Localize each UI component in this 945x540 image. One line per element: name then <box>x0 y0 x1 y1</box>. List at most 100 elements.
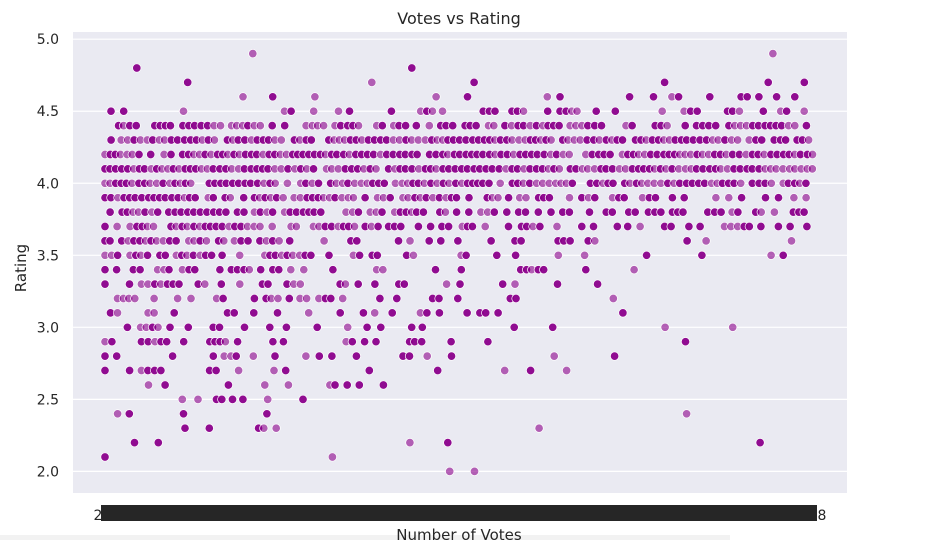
data-point <box>504 193 514 203</box>
data-point <box>268 207 278 217</box>
data-point <box>511 250 521 260</box>
data-point <box>106 135 116 145</box>
data-point <box>565 236 575 246</box>
data-point <box>411 121 421 131</box>
data-point <box>544 193 554 203</box>
data-point <box>347 337 357 347</box>
data-point <box>483 337 493 347</box>
data-point <box>408 250 418 260</box>
data-point <box>763 77 773 87</box>
data-point <box>711 121 721 131</box>
data-point <box>106 106 116 116</box>
data-point <box>249 308 259 318</box>
data-point <box>169 308 179 318</box>
data-point <box>272 308 283 318</box>
data-point <box>736 178 746 188</box>
data-point <box>283 380 293 390</box>
data-point <box>443 438 453 448</box>
data-point <box>281 322 291 332</box>
data-point <box>564 207 574 217</box>
data-point <box>377 207 387 217</box>
data-point <box>124 279 135 289</box>
data-point <box>657 106 667 116</box>
data-point <box>492 250 502 260</box>
data-point <box>440 207 450 217</box>
data-point <box>233 337 243 347</box>
data-point <box>617 135 628 145</box>
data-point <box>413 221 423 232</box>
data-point <box>773 193 784 203</box>
data-point <box>444 221 454 232</box>
data-point <box>437 106 448 116</box>
data-point <box>129 438 140 448</box>
data-point <box>733 135 743 145</box>
data-point <box>360 337 370 347</box>
data-point <box>221 207 231 217</box>
data-point <box>349 221 360 232</box>
data-point <box>112 265 122 275</box>
data-point <box>469 466 480 476</box>
data-point <box>445 466 455 476</box>
data-point <box>680 337 691 347</box>
data-point <box>516 236 526 246</box>
data-point <box>692 106 702 116</box>
data-point <box>596 121 607 131</box>
data-point <box>379 178 389 188</box>
data-point <box>208 351 218 361</box>
data-point <box>234 365 244 376</box>
data-point <box>768 49 778 59</box>
data-point <box>623 221 633 232</box>
data-point <box>255 121 265 131</box>
data-point <box>215 121 226 131</box>
data-point <box>238 394 248 404</box>
data-point <box>605 149 615 160</box>
data-point <box>310 92 320 102</box>
y-tick-label: 3.0 <box>37 320 59 336</box>
data-point <box>378 265 388 275</box>
data-point <box>486 236 496 246</box>
data-point <box>178 106 189 116</box>
data-point <box>312 322 322 332</box>
data-point <box>724 193 734 203</box>
data-point <box>754 92 764 102</box>
data-point <box>113 250 123 260</box>
data-point <box>734 106 744 116</box>
data-point <box>100 365 110 376</box>
y-tick-label: 4.5 <box>37 104 59 120</box>
plot-area <box>73 32 847 493</box>
data-point <box>327 351 337 361</box>
data-point <box>160 380 170 390</box>
data-point <box>773 221 783 232</box>
data-point <box>286 106 296 116</box>
data-point <box>546 135 556 145</box>
data-point <box>464 193 474 203</box>
data-point <box>165 322 175 332</box>
data-point <box>319 236 329 246</box>
data-point <box>548 322 558 332</box>
data-point <box>248 49 258 59</box>
data-point <box>153 438 163 448</box>
data-point <box>316 207 326 217</box>
data-point <box>511 293 521 304</box>
data-point <box>344 106 355 116</box>
data-point <box>386 106 396 116</box>
data-point <box>618 308 628 318</box>
data-point <box>200 279 210 289</box>
data-point <box>220 337 230 347</box>
data-point <box>333 106 344 116</box>
data-point <box>630 207 640 217</box>
data-point <box>684 221 694 232</box>
data-point <box>481 308 491 318</box>
data-point <box>281 365 291 376</box>
data-point <box>756 207 766 217</box>
data-point <box>801 121 811 131</box>
data-point <box>358 308 368 318</box>
data-point <box>778 250 788 260</box>
data-point <box>306 135 316 145</box>
data-point <box>132 63 142 73</box>
data-point <box>360 193 370 203</box>
data-point <box>610 106 620 116</box>
data-point <box>371 164 381 174</box>
data-point <box>364 365 374 376</box>
data-point <box>448 121 458 131</box>
